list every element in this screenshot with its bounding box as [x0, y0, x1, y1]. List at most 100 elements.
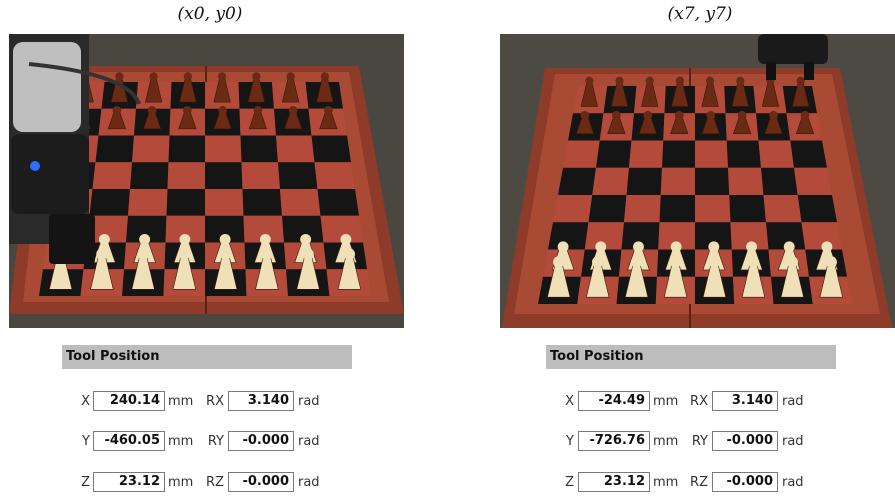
tool-position-header: Tool Position	[62, 345, 352, 369]
board-square	[276, 135, 315, 163]
x-value-field[interactable]: 240.14	[93, 391, 165, 411]
board-square	[729, 195, 766, 223]
chess-piece-head	[253, 105, 263, 115]
raxis-label: RX	[206, 394, 224, 409]
board-square	[314, 162, 355, 189]
chess-piece-head	[786, 256, 799, 268]
rx-value-field[interactable]: 3.140	[712, 391, 778, 411]
rz-value-field[interactable]: -0.000	[228, 472, 294, 492]
chess-piece-head	[96, 248, 108, 260]
board-square	[695, 222, 732, 250]
board-square	[132, 135, 170, 163]
chessboard-photo	[500, 34, 895, 328]
raxis-label: RX	[690, 394, 708, 409]
chess-piece-head	[585, 76, 594, 85]
chess-piece-head	[615, 76, 624, 85]
board-square	[728, 167, 764, 195]
chess-piece-head	[736, 76, 745, 85]
raxis-label: RZ	[206, 475, 224, 490]
board-square	[130, 162, 169, 189]
runit-label: rad	[782, 475, 804, 490]
chess-piece-head	[261, 248, 273, 260]
y-value-field[interactable]: -726.76	[578, 431, 650, 451]
board-square	[86, 215, 128, 243]
board-square	[242, 189, 282, 216]
ry-value-field[interactable]: -0.000	[712, 431, 778, 451]
board-square	[95, 135, 134, 163]
ry-value-field[interactable]: -0.000	[228, 431, 294, 451]
board-square	[205, 189, 244, 216]
chess-piece-head	[324, 105, 333, 115]
unit-label: mm	[168, 475, 194, 490]
y-value-field[interactable]: -460.05	[93, 431, 165, 451]
chess-piece-head	[219, 248, 232, 260]
chess-piece-head	[645, 76, 654, 85]
z-value-field[interactable]: 23.12	[578, 472, 650, 492]
board-square	[730, 222, 769, 250]
board-square	[695, 195, 731, 223]
chess-piece-head	[179, 233, 191, 245]
chess-piece-head	[595, 241, 607, 253]
unit-label: mm	[653, 394, 679, 409]
panel-end-position: (x7, y7) Tool Position X -24.49 mm RX 3.…	[490, 0, 895, 500]
position-row-x: X -24.49 mm RX 3.140 rad	[490, 391, 895, 413]
chess-piece-head	[821, 241, 833, 253]
chess-piece-head	[219, 233, 231, 245]
chess-piece-head	[746, 241, 757, 253]
raxis-label: RZ	[690, 475, 708, 490]
axis-label: Y	[82, 434, 90, 449]
board-square	[166, 189, 205, 216]
chess-piece-head	[286, 72, 295, 81]
chess-piece-head	[669, 256, 682, 268]
position-row-y: Y -726.76 mm RY -0.000 rad	[490, 431, 895, 453]
board-square	[621, 222, 660, 250]
caption: (x0, y0)	[177, 4, 243, 24]
board-square	[563, 140, 600, 168]
board-square	[205, 215, 245, 243]
chess-piece-head	[708, 256, 721, 268]
position-row-x: X 240.14 mm RX 3.140 rad	[0, 391, 420, 413]
axis-label: Z	[81, 475, 90, 490]
chess-piece-head	[800, 110, 810, 120]
rz-value-field[interactable]: -0.000	[712, 472, 778, 492]
z-value-field[interactable]: 23.12	[93, 472, 165, 492]
chess-piece-head	[706, 110, 716, 120]
axis-label: X	[81, 394, 90, 409]
caption: (x7, y7)	[667, 4, 733, 24]
board-square	[89, 189, 130, 216]
chess-piece-head	[252, 72, 261, 81]
board-square	[205, 135, 242, 163]
board-square	[278, 162, 318, 189]
board-square	[317, 189, 359, 216]
chess-piece-head	[670, 241, 682, 253]
rx-value-field[interactable]: 3.140	[228, 391, 294, 411]
board-square	[726, 140, 761, 168]
board-square	[629, 140, 664, 168]
board-square	[128, 189, 168, 216]
chessboard-photo	[9, 34, 404, 328]
chess-piece-head	[783, 241, 795, 253]
chess-piece-head	[705, 76, 715, 85]
panel-start-position: (x0, y0) Tool Position X 240.14 mm RX 3.…	[0, 0, 420, 500]
runit-label: rad	[298, 434, 320, 449]
position-row-z: Z 23.12 mm RZ -0.000 rad	[0, 472, 420, 494]
chess-piece-head	[178, 248, 191, 260]
chess-piece-head	[612, 110, 621, 120]
chess-piece-head	[320, 72, 329, 81]
board-square	[588, 195, 627, 223]
chess-piece-head	[630, 256, 643, 268]
board-square	[797, 195, 837, 223]
board-square	[624, 195, 661, 223]
chess-piece-head	[633, 241, 644, 253]
chess-piece-head	[300, 233, 312, 245]
board-square	[282, 215, 324, 243]
board-square	[165, 215, 205, 243]
chess-piece-head	[340, 233, 352, 245]
board-square	[320, 215, 363, 243]
x-value-field[interactable]: -24.49	[578, 391, 650, 411]
chess-piece-head	[737, 110, 747, 120]
board-square	[584, 222, 624, 250]
chess-piece-head	[769, 110, 778, 120]
board-square	[761, 167, 798, 195]
chess-piece-head	[147, 105, 157, 115]
